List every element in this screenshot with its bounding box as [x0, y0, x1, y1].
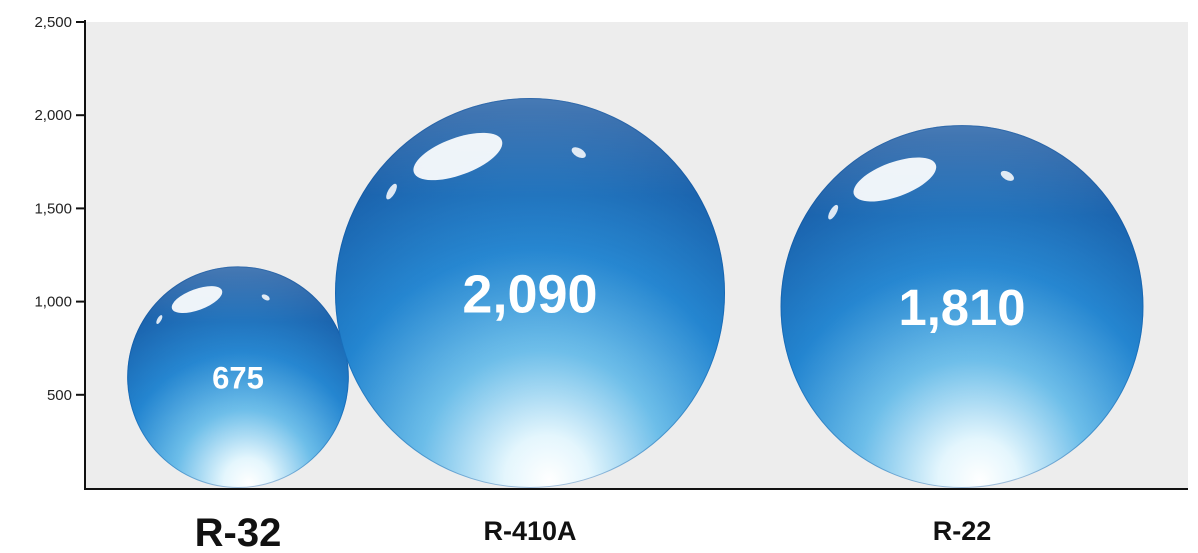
bubble-highlight — [413, 132, 503, 181]
bubble-sheen — [780, 125, 1144, 488]
y-tick-label: 1,000 — [34, 294, 72, 311]
bubble-highlight — [156, 315, 163, 324]
bubble-r-32: 675 — [127, 266, 349, 488]
bubble-highlight — [386, 183, 397, 200]
bubble-value-label: 2,090 — [462, 264, 597, 324]
bubble-sheen — [335, 98, 725, 488]
x-category-label: R-22 — [933, 516, 992, 546]
bubble-value-label: 675 — [212, 360, 264, 395]
bubble-r-22: 1,810 — [780, 125, 1144, 488]
bubble-r-410a: 2,090 — [335, 98, 725, 488]
bubble-rim — [780, 125, 1144, 488]
category-labels: R-32 R-410A R-22 — [195, 511, 992, 553]
bubble-highlight — [261, 294, 270, 301]
y-tick-label: 2,500 — [34, 14, 72, 31]
bubble-highlight — [1000, 170, 1014, 181]
bubble-highlight — [571, 147, 586, 158]
y-tick-label: 2,000 — [34, 107, 72, 124]
bubble-value-label: 1,810 — [898, 279, 1025, 336]
bubble-rim — [127, 266, 349, 488]
y-axis-ticks: 500 1,000 1,500 2,000 2,500 — [34, 14, 85, 404]
x-category-label: R-32 — [195, 511, 282, 553]
bubble-highlight — [828, 204, 839, 220]
y-tick-label: 1,500 — [34, 200, 72, 217]
bubble-highlight — [171, 286, 223, 314]
y-tick-label: 500 — [47, 387, 72, 404]
bubble-rim — [335, 98, 725, 488]
bubble-sheen — [127, 266, 349, 488]
bubble-highlight — [853, 157, 937, 202]
bubble-layer: 675 2,090 1,810 — [127, 98, 1144, 488]
x-category-label: R-410A — [483, 516, 576, 546]
